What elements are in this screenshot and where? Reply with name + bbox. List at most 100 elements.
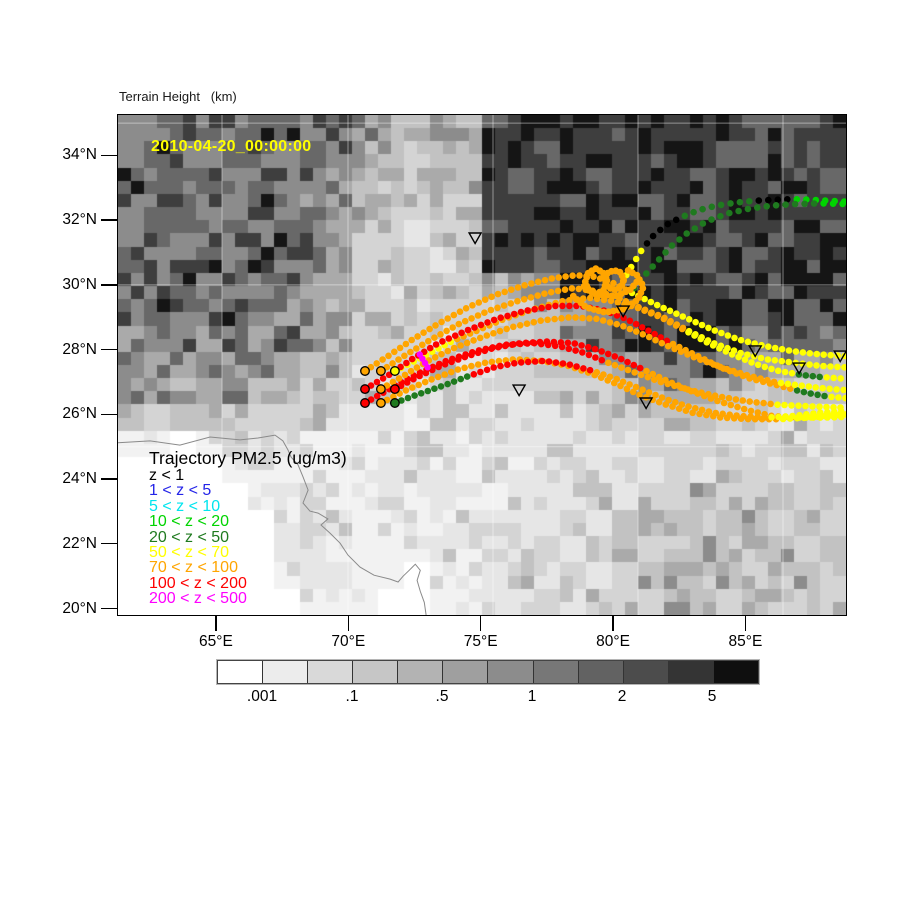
trajectory-dot xyxy=(476,334,484,342)
trajectory-dot xyxy=(624,358,631,366)
trajectory-dot xyxy=(842,394,846,402)
map-overlay-svg xyxy=(118,115,846,615)
trajectory-dot xyxy=(774,196,782,203)
colorbar-cell xyxy=(352,661,398,683)
trajectory-dot xyxy=(537,317,544,324)
trajectory-dot xyxy=(764,356,772,363)
trajectory-dot xyxy=(707,395,715,402)
trajectory-dot xyxy=(424,364,431,371)
trajectory-dot xyxy=(820,362,827,370)
source-marker xyxy=(360,366,370,376)
trajectory-dot xyxy=(564,339,572,347)
trajectory-dot xyxy=(687,387,695,395)
station-triangle-icon xyxy=(791,362,807,376)
colorbar-label: 2 xyxy=(617,688,627,705)
trajectory-dot xyxy=(690,353,698,361)
trajectory-dot xyxy=(457,342,464,349)
trajectory-dot xyxy=(438,318,445,326)
trajectory-dot xyxy=(488,345,495,352)
trajectory-dot xyxy=(385,352,392,360)
trajectory-dot xyxy=(791,200,799,208)
y-tick-label: 34°N xyxy=(62,146,97,164)
trajectory-dot xyxy=(521,282,528,289)
trajectory-dot xyxy=(747,407,755,415)
trajectory-dot xyxy=(658,339,666,347)
trajectory-dot xyxy=(461,364,468,372)
trajectory-dot xyxy=(672,216,680,224)
trajectory-dot xyxy=(600,308,607,316)
trajectory-dot xyxy=(744,338,752,346)
legend-title: Trajectory PM2.5 (ug/m3) xyxy=(149,448,347,468)
trajectory-dot xyxy=(417,390,425,397)
trajectory-dot xyxy=(572,314,579,321)
colorbar-cell xyxy=(667,661,713,683)
trajectory-dot xyxy=(746,398,753,405)
trajectory-dot xyxy=(735,353,742,361)
trajectory-dot xyxy=(414,333,421,340)
trajectory-dot xyxy=(691,225,699,232)
trajectory-dot xyxy=(800,388,808,396)
trajectory-dot xyxy=(503,325,511,333)
trajectory-dot xyxy=(819,384,826,392)
trajectory-dot xyxy=(373,378,381,386)
trajectory-dot xyxy=(770,378,778,386)
trajectory-dots xyxy=(377,314,846,394)
y-tick xyxy=(101,543,118,545)
trajectory-dot xyxy=(727,200,734,207)
trajectory-dot xyxy=(726,411,733,419)
trajectory-dot xyxy=(750,373,757,381)
trajectory-dot xyxy=(765,196,772,204)
trajectory-dot xyxy=(396,344,404,352)
trajectory-dot xyxy=(501,342,509,350)
trajectory-dot xyxy=(464,326,472,334)
trajectory-dot xyxy=(497,314,505,321)
trajectory-dot xyxy=(806,361,813,368)
trajectory-dot xyxy=(508,341,516,348)
trajectory-dot xyxy=(782,201,789,208)
trajectory-dot xyxy=(443,327,450,335)
trajectory-dot xyxy=(798,382,806,390)
trajectory-dot xyxy=(642,394,650,401)
trajectory-dot xyxy=(828,393,835,401)
trajectory-dot xyxy=(541,290,548,297)
trajectory-dot xyxy=(559,302,566,310)
trajectory-dot xyxy=(765,343,772,350)
trajectory-dot xyxy=(717,201,725,209)
trajectory-dot xyxy=(483,366,491,374)
trajectory-dot xyxy=(633,328,640,335)
trajectory-dot xyxy=(645,327,652,334)
source-marker xyxy=(389,384,400,395)
trajectory-dot xyxy=(592,354,599,361)
trajectory-dot xyxy=(379,356,386,363)
trajectory-dot xyxy=(536,338,544,346)
trajectory-dot xyxy=(665,396,672,404)
trajectory-dot xyxy=(450,311,458,319)
trajectory-dot xyxy=(830,374,837,382)
trajectory-dot xyxy=(462,305,470,312)
trajectory-dot xyxy=(407,367,415,375)
trajectory-dot xyxy=(425,337,432,345)
trajectory-dot xyxy=(541,276,549,284)
trajectory-dot xyxy=(604,350,612,358)
trajectory-dot xyxy=(434,373,442,381)
trajectory-dot xyxy=(401,371,409,379)
trajectory-dot xyxy=(801,200,808,208)
trajectory-dot xyxy=(743,371,751,379)
trajectory-dot xyxy=(422,369,430,377)
colorbar-cell xyxy=(442,661,488,683)
trajectory-dot xyxy=(827,363,834,370)
trajectory-dot xyxy=(424,387,432,395)
trajectory-dot xyxy=(708,203,716,211)
trajectory-dot xyxy=(785,347,793,354)
trajectory-dot xyxy=(421,378,429,386)
trajectory-dot xyxy=(810,410,817,417)
y-tick-label: 24°N xyxy=(62,470,97,488)
trajectory-dot xyxy=(477,368,484,376)
trajectory-dot xyxy=(522,339,530,347)
trajectory-dot xyxy=(441,371,449,378)
trajectory-dot xyxy=(660,315,668,323)
trajectory-dot xyxy=(490,316,498,324)
source-marker xyxy=(375,384,386,395)
trajectory-dot xyxy=(495,343,502,351)
